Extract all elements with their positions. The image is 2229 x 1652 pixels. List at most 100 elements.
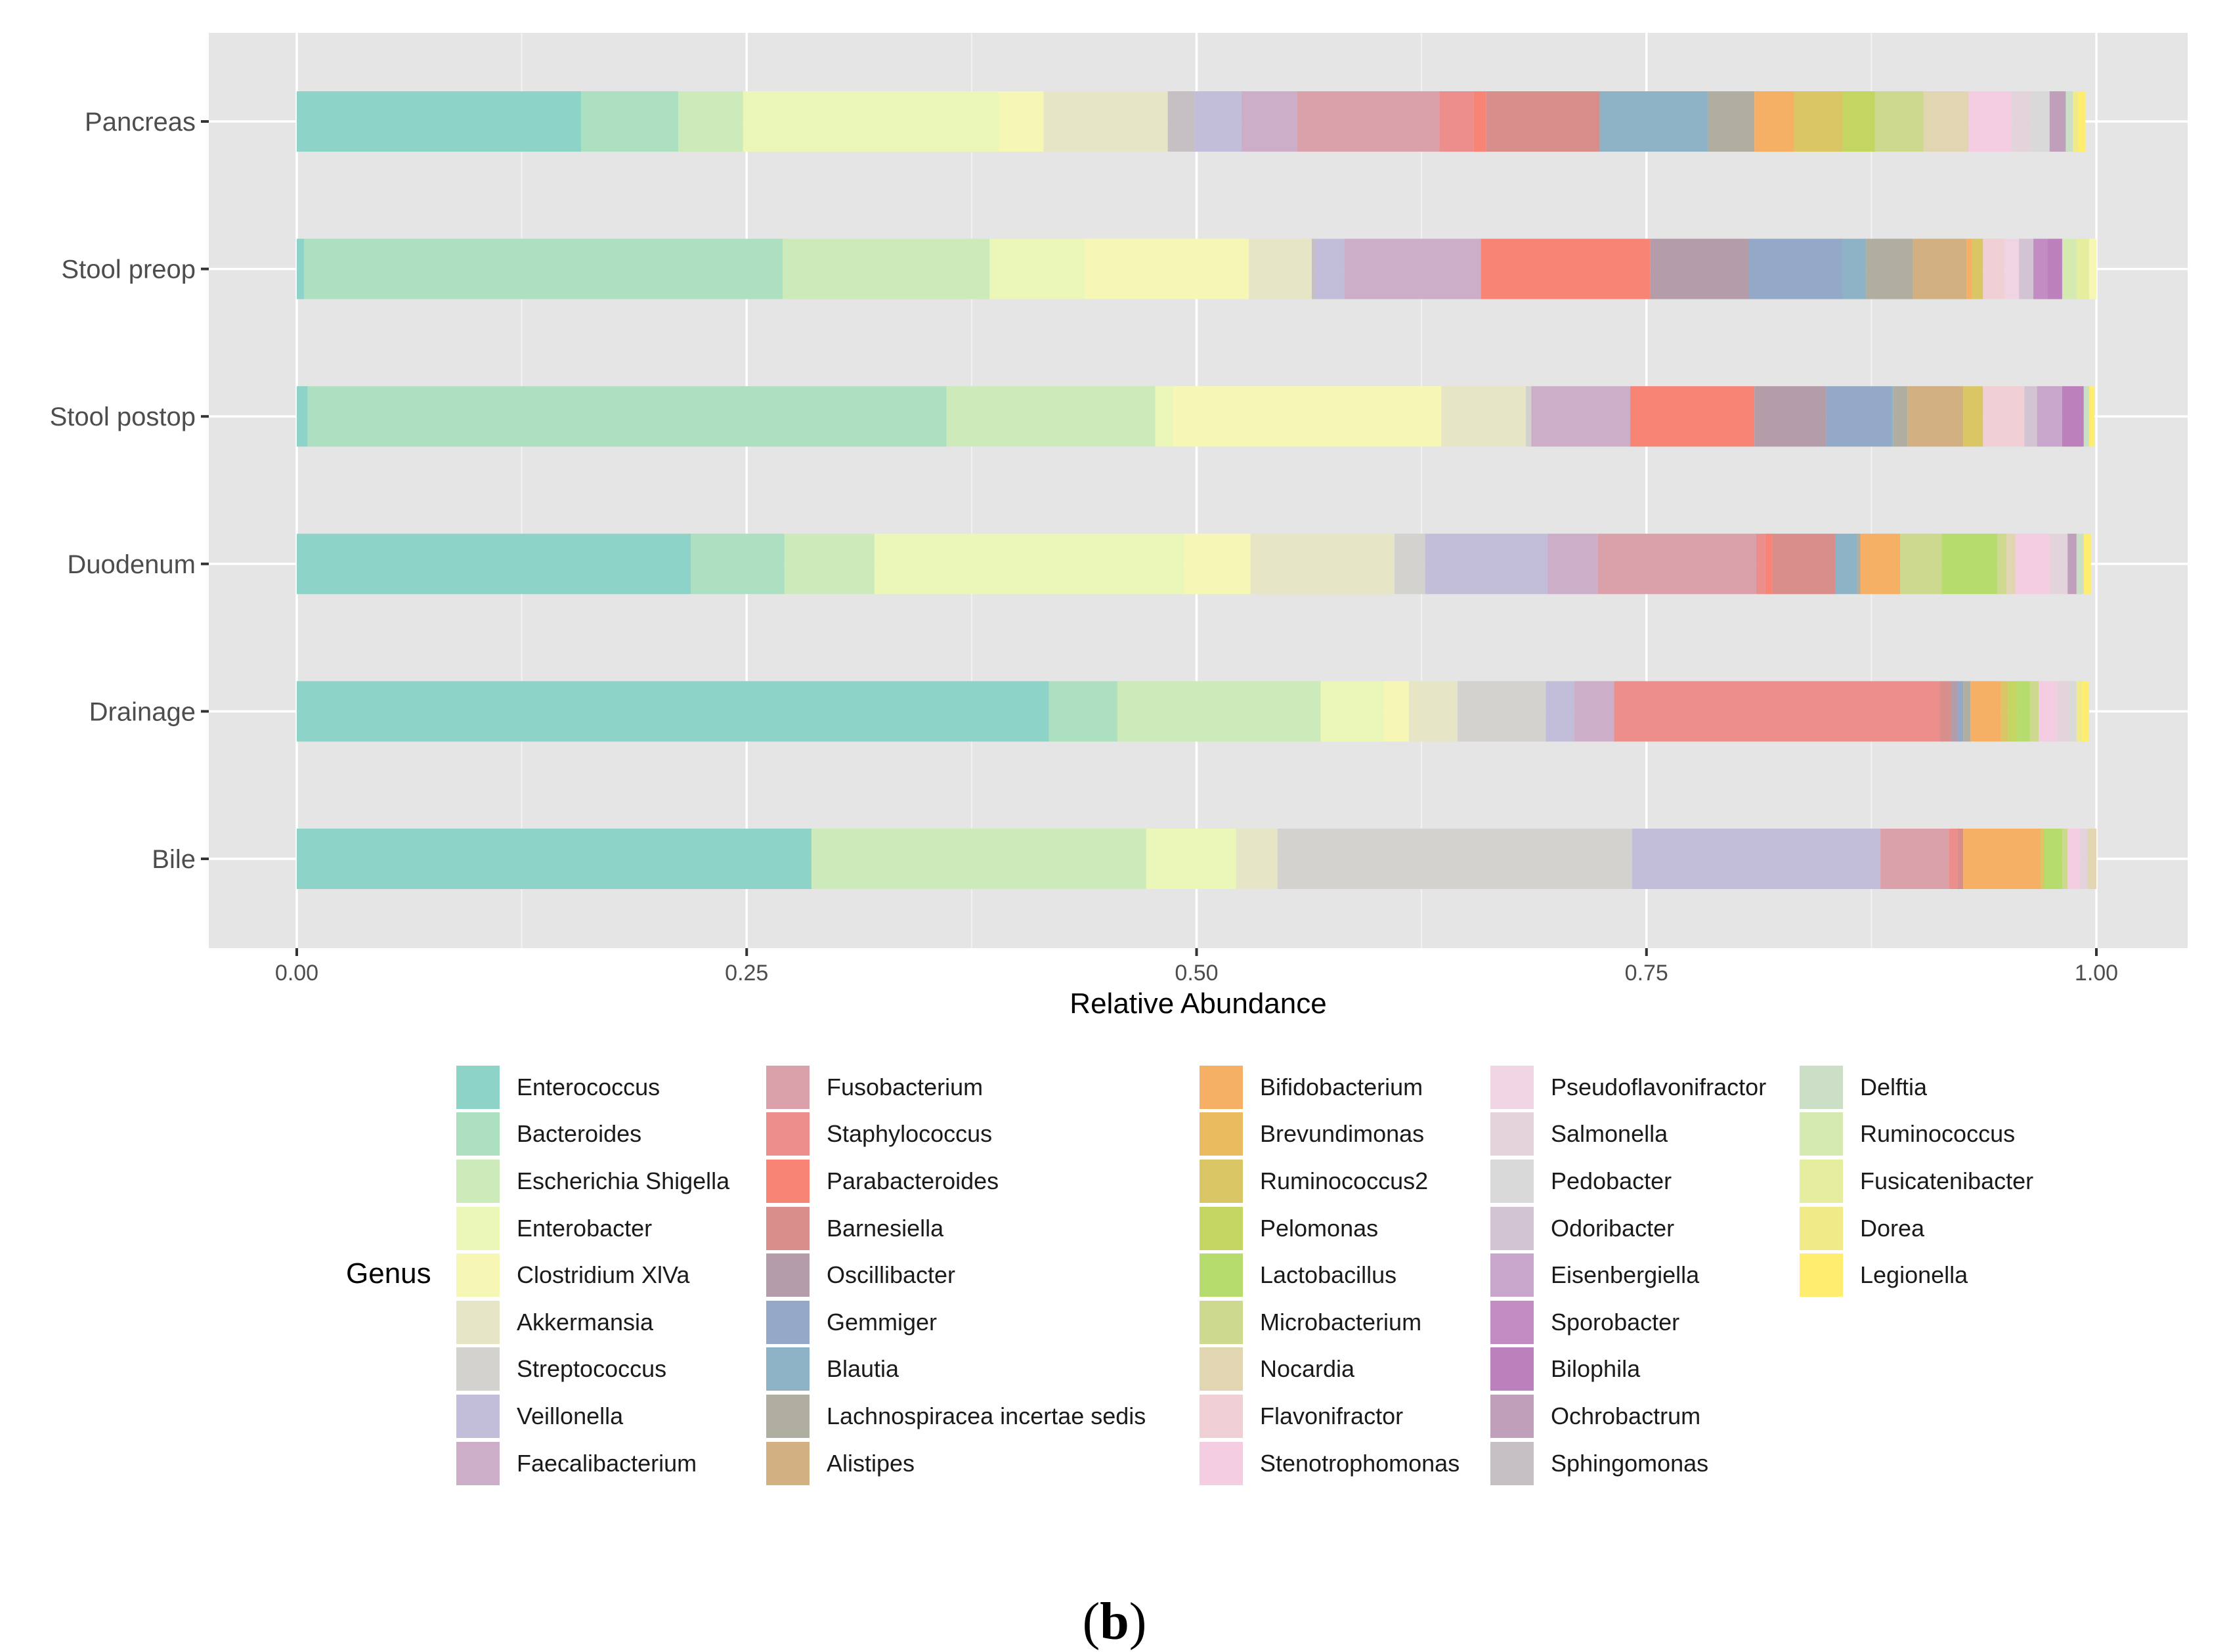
bar-segment-gemmiger xyxy=(1957,681,1964,742)
legend-label: Streptococcus xyxy=(517,1355,667,1383)
bar-segment-parabacteroides xyxy=(1473,91,1486,152)
bar-segment-faecalibacterium xyxy=(1547,533,1598,594)
legend-item-streptococcus: Streptococcus xyxy=(456,1346,729,1393)
caption-close: ) xyxy=(1129,1593,1147,1651)
bar-segment-delftia xyxy=(2066,91,2073,152)
bar-segment-parabacteroides xyxy=(1481,238,1651,299)
legend-label: Sphingomonas xyxy=(1551,1449,1709,1477)
bar-segment-staphylococcus xyxy=(1756,533,1765,594)
legend-label: Veillonella xyxy=(517,1402,624,1429)
bar-segment-blautia xyxy=(1891,386,1894,447)
bar-segment-bacteroides xyxy=(303,238,783,299)
bar-segment-flavonifractor xyxy=(1983,386,2025,447)
legend-label: Staphylococcus xyxy=(827,1120,993,1148)
legend-item-bifidobacterium: Bifidobacterium xyxy=(1200,1064,1460,1111)
legend-swatch xyxy=(766,1065,810,1109)
legend-item-enterococcus: Enterococcus xyxy=(456,1064,729,1111)
bar-segment-akkermansia xyxy=(1408,681,1458,742)
legend-swatch xyxy=(766,1300,810,1344)
bar-segment-barnesiella xyxy=(1957,829,1964,889)
bar-segment-lachnospiracea-incertae-sedis xyxy=(1866,238,1913,299)
bar-segment-oscillibacter xyxy=(1754,386,1827,447)
legend-label: Nocardia xyxy=(1260,1355,1355,1383)
bar-segment-sporobacter xyxy=(2033,238,2048,299)
legend-swatch xyxy=(766,1112,810,1156)
bar-segment-escherichia-shigella xyxy=(678,91,743,152)
legend-item-dorea: Dorea xyxy=(1800,1205,2033,1252)
bar-drainage xyxy=(297,681,2090,742)
bar-segment-salmonella xyxy=(2012,91,2032,152)
bar-segment-sphingomonas xyxy=(1311,238,1316,299)
bar-segment-barnesiella xyxy=(1486,91,1600,152)
bar-segment-pelomonas xyxy=(1842,91,1875,152)
y-tick-label: Stool preop xyxy=(61,255,196,284)
legend-swatch xyxy=(1800,1159,1843,1203)
bar-segment-salmonella xyxy=(2056,681,2069,742)
bar-segment-nocardia xyxy=(2006,533,2016,594)
bar-segment-fusicatenibacter xyxy=(2076,238,2090,299)
legend-item-barnesiella: Barnesiella xyxy=(766,1205,1146,1252)
legend-item-pelomonas: Pelomonas xyxy=(1200,1205,1460,1252)
legend-swatch xyxy=(1490,1159,1534,1203)
legend-item-lachnospiracea-incertae-sedis: Lachnospiracea incertae sedis xyxy=(766,1393,1146,1440)
bar-segment-clostridium-xlva xyxy=(1173,386,1442,447)
x-tick-label: 0.50 xyxy=(1175,961,1218,986)
x-axis-title: Relative Abundance xyxy=(1070,988,1326,1020)
bar-pancreas xyxy=(297,91,2086,152)
bar-segment-clostridium-xlva xyxy=(1184,533,1251,594)
bar-segment-akkermansia xyxy=(1441,386,1526,447)
bar-segment-flavonifractor xyxy=(1983,238,2005,299)
bar-segment-clostridium-xlva xyxy=(2089,238,2096,299)
bar-segment-legionella xyxy=(2078,91,2086,152)
bar-segment-fusobacterium xyxy=(1597,533,1756,594)
legend-label: Akkermansia xyxy=(517,1308,654,1336)
legend-label: Pelomonas xyxy=(1260,1214,1379,1242)
legend-item-nocardia: Nocardia xyxy=(1200,1346,1460,1393)
legend-label: Escherichia Shigella xyxy=(517,1167,730,1194)
bar-segment-oscillibacter xyxy=(1650,238,1749,299)
legend-item-parabacteroides: Parabacteroides xyxy=(766,1158,1146,1205)
bar-segment-ruminococcus2 xyxy=(2001,681,2008,742)
legend-swatch xyxy=(1800,1206,1843,1250)
legend-swatch xyxy=(1490,1065,1534,1109)
legend-item-brevundimonas: Brevundimonas xyxy=(1200,1111,1460,1158)
legend-label: Ruminococcus xyxy=(1860,1120,2016,1148)
bar-segment-dorea xyxy=(2073,91,2079,152)
bar-segment-stenotrophomonas xyxy=(2067,829,2081,889)
bar-segment-escherichia-shigella xyxy=(811,829,1146,889)
bar-stool-postop xyxy=(297,386,2095,447)
bar-segment-bacteroides xyxy=(581,91,679,152)
bar-segment-staphylococcus xyxy=(1614,681,1940,742)
bar-segment-akkermansia xyxy=(1236,829,1278,889)
y-tick-label: Stool postop xyxy=(50,402,196,431)
legend-swatch xyxy=(1200,1253,1243,1297)
bar-segment-escherichia-shigella xyxy=(784,533,875,594)
bar-segment-enterococcus xyxy=(297,238,304,299)
legend-label: Sporobacter xyxy=(1551,1308,1680,1336)
bar-segment-bifidobacterium xyxy=(1966,238,1972,299)
bar-segment-ruminococcus2 xyxy=(1963,386,1983,447)
legend-label: Barnesiella xyxy=(827,1214,944,1242)
x-axis: 0.00 0.25 0.50 0.75 1.00 xyxy=(275,948,2118,986)
bar-segment-blautia xyxy=(1835,533,1857,594)
legend-item-oscillibacter: Oscillibacter xyxy=(766,1251,1146,1299)
legend-swatch xyxy=(1200,1347,1243,1391)
bar-segment-clostridium-xlva xyxy=(1085,238,1249,299)
bar-segment-salmonella xyxy=(2080,829,2088,889)
bar-bile xyxy=(297,829,2096,889)
legend-label: Fusobacterium xyxy=(827,1073,984,1100)
legend-item-staphylococcus: Staphylococcus xyxy=(766,1111,1146,1158)
legend-label: Legionella xyxy=(1860,1261,1968,1289)
legend-swatch xyxy=(1800,1112,1843,1156)
bar-segment-ruminococcus2 xyxy=(1794,91,1843,152)
legend-label: Eisenbergiella xyxy=(1551,1261,1700,1289)
legend-label: Salmonella xyxy=(1551,1120,1668,1148)
legend-swatch xyxy=(1800,1065,1843,1109)
legend-swatch xyxy=(1200,1441,1243,1485)
bar-segment-veillonella xyxy=(1425,533,1547,594)
bar-segment-ruminococcus xyxy=(2062,238,2077,299)
stacked-bar-chart: Pancreas Stool preop Stool postop Duodenum D… xyxy=(50,33,2188,1020)
legend-label: Bacteroides xyxy=(517,1120,642,1148)
bar-segment-bifidobacterium xyxy=(1860,533,1901,594)
legend-swatch xyxy=(456,1300,500,1344)
